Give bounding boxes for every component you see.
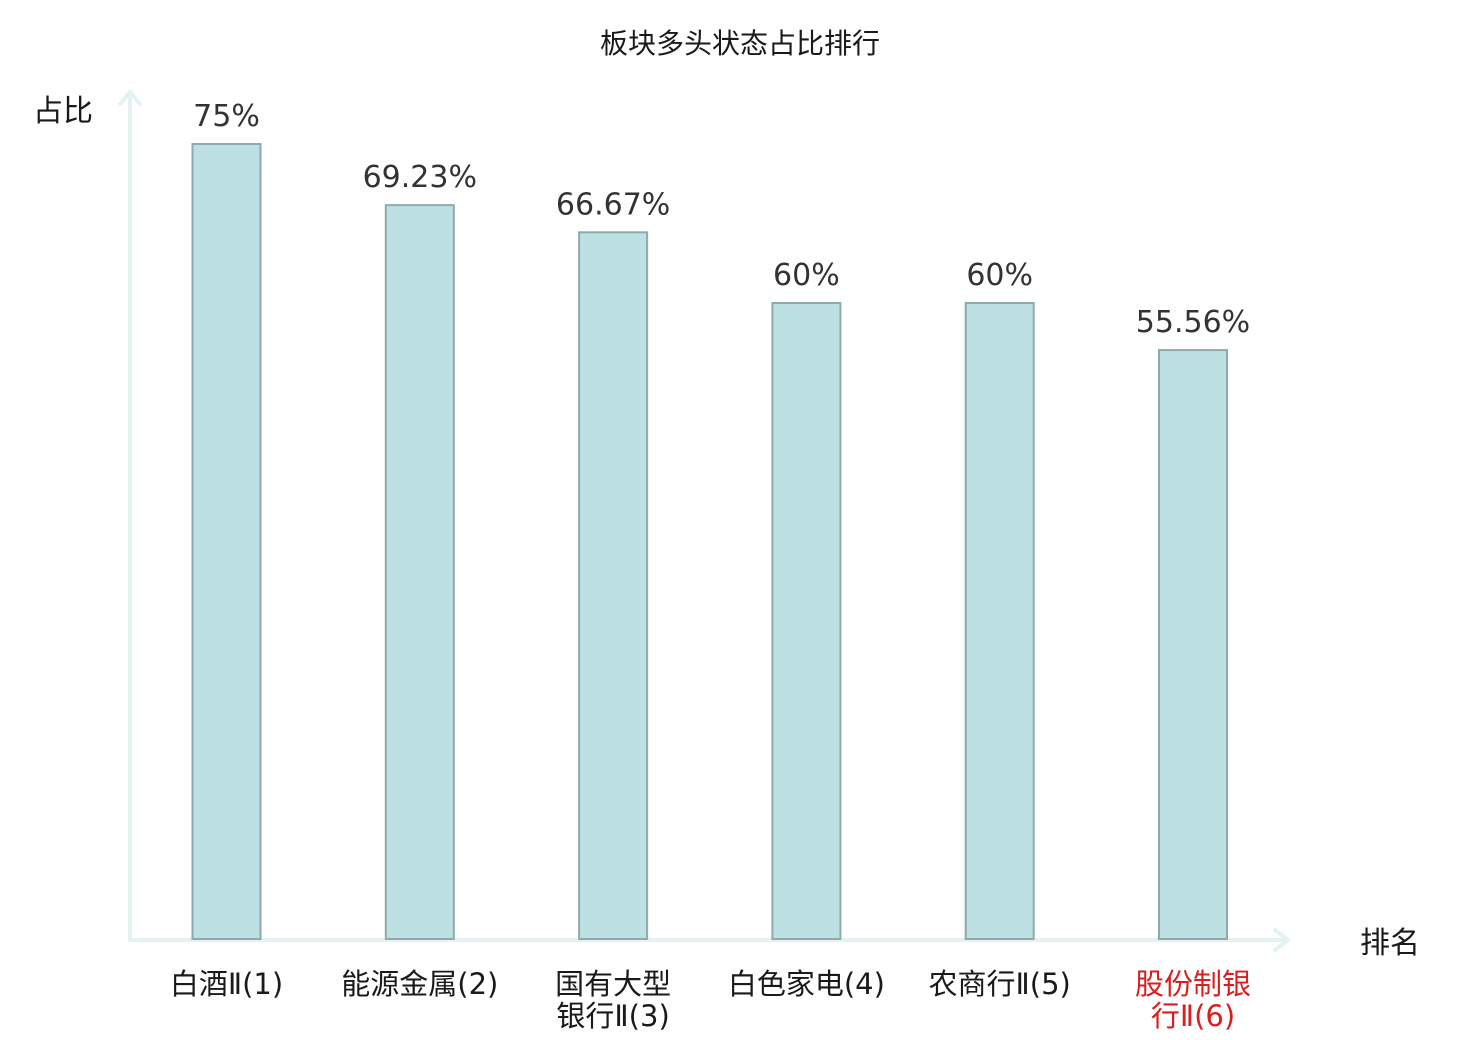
category-label-line: 行Ⅱ(6) xyxy=(1151,999,1235,1033)
category-label-line: 能源金属(2) xyxy=(341,967,498,1001)
value-label-6: 55.56% xyxy=(1136,305,1250,340)
category-label-5: 农商行Ⅱ(5) xyxy=(929,967,1071,1001)
value-label-1: 75% xyxy=(193,99,260,134)
category-label-4: 白色家电(4) xyxy=(728,967,885,1001)
category-label-line: 农商行Ⅱ(5) xyxy=(929,967,1071,1001)
value-label-2: 69.23% xyxy=(363,160,477,195)
x-axis-label: 排名 xyxy=(1360,926,1420,961)
y-axis-arrow xyxy=(118,90,142,106)
value-label-3: 66.67% xyxy=(556,187,670,222)
y-axis-label: 占比 xyxy=(33,94,93,129)
bar-4 xyxy=(771,302,842,940)
value-labels-group: 75% 69.23% 66.67% 60% 60% 55.56% xyxy=(193,99,1250,340)
value-label-4: 60% xyxy=(773,258,840,293)
bars-group xyxy=(191,143,1228,941)
bar-5 xyxy=(964,302,1035,940)
bar-2 xyxy=(384,204,455,941)
value-label-5: 60% xyxy=(966,258,1033,293)
category-label-2: 能源金属(2) xyxy=(341,967,498,1001)
category-label-line: 国有大型 xyxy=(555,967,671,1001)
category-label-line: 银行Ⅱ(3) xyxy=(556,999,669,1033)
category-label-6: 股份制银行Ⅱ(6) xyxy=(1135,967,1251,1033)
chart-title: 板块多头状态占比排行 xyxy=(600,27,880,60)
category-label-line: 股份制银 xyxy=(1135,967,1251,1001)
bar-1 xyxy=(191,143,262,940)
category-label-3: 国有大型银行Ⅱ(3) xyxy=(555,967,671,1033)
x-axis-arrow xyxy=(1273,928,1290,952)
bar-3 xyxy=(578,231,649,941)
category-labels-group: 白酒Ⅱ(1) 能源金属(2) 国有大型银行Ⅱ(3) 白色家电(4) 农商行Ⅱ(5) 股份制… xyxy=(170,967,1251,1033)
category-label-1: 白酒Ⅱ(1) xyxy=(170,967,283,1001)
category-label-line: 白酒Ⅱ(1) xyxy=(170,967,283,1001)
bar-6 xyxy=(1158,349,1228,940)
category-label-line: 白色家电(4) xyxy=(728,967,885,1001)
